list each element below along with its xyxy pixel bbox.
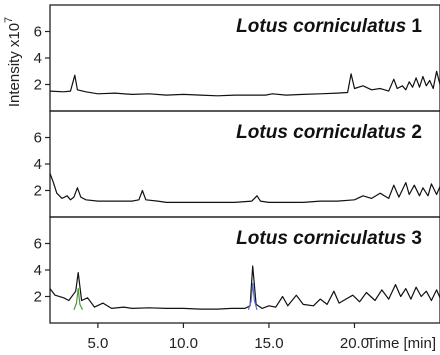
y-tick-label: 4 <box>34 262 42 279</box>
y-tick-label: 2 <box>34 183 42 200</box>
panel-3: 2 4 6 Lotus corniculatus 3 <box>34 216 440 324</box>
panel-title-number: 2 <box>411 122 422 143</box>
panel-title-species: Lotus corniculatus <box>236 16 406 37</box>
panel-1: 2 4 6 Lotus corniculatus 1 <box>34 4 440 112</box>
series-line-1 <box>49 265 440 310</box>
x-tick-label: 10.0 <box>169 335 198 352</box>
x-tick-label: 5.0 <box>87 335 108 352</box>
y-tick-label: 6 <box>34 236 42 253</box>
panel-title-number: 3 <box>411 228 422 249</box>
y-axis-label: Intensity x107 <box>3 17 23 107</box>
x-axis-ticks: 5.0 10.0 15.0 20.0 <box>87 323 369 352</box>
panel-title-species: Lotus corniculatus <box>236 228 406 249</box>
y-tick-label: 2 <box>34 289 42 306</box>
panel-title-number: 1 <box>411 16 422 37</box>
x-tick-label: 20.0 <box>340 335 369 352</box>
panel-title: Lotus corniculatus 1 <box>236 16 422 37</box>
y-axis-label-text: Intensity x10 <box>6 23 23 107</box>
panel-title: Lotus corniculatus 2 <box>236 122 422 143</box>
panels-group: 2 4 6 Lotus corniculatus 1 2 4 6 Lotus cornicul… <box>34 4 440 324</box>
x-tick-label: 15.0 <box>254 335 283 352</box>
series-line-3 <box>247 282 258 310</box>
y-tick-label: 4 <box>34 156 42 173</box>
y-tick-label: 6 <box>34 24 42 41</box>
y-tick-label: 6 <box>34 130 42 147</box>
series-line-2 <box>73 288 84 311</box>
series-line-1 <box>49 173 440 203</box>
series-line-1 <box>49 70 440 97</box>
y-axis-label-exponent: 7 <box>3 17 15 23</box>
panel-2: 2 4 6 Lotus corniculatus 2 <box>34 110 440 218</box>
y-tick-label: 4 <box>34 50 42 67</box>
panel-title: Lotus corniculatus 3 <box>236 228 422 249</box>
x-axis-label: Time [min] <box>367 335 436 352</box>
panel-title-species: Lotus corniculatus <box>236 122 406 143</box>
y-tick-label: 2 <box>34 77 42 94</box>
